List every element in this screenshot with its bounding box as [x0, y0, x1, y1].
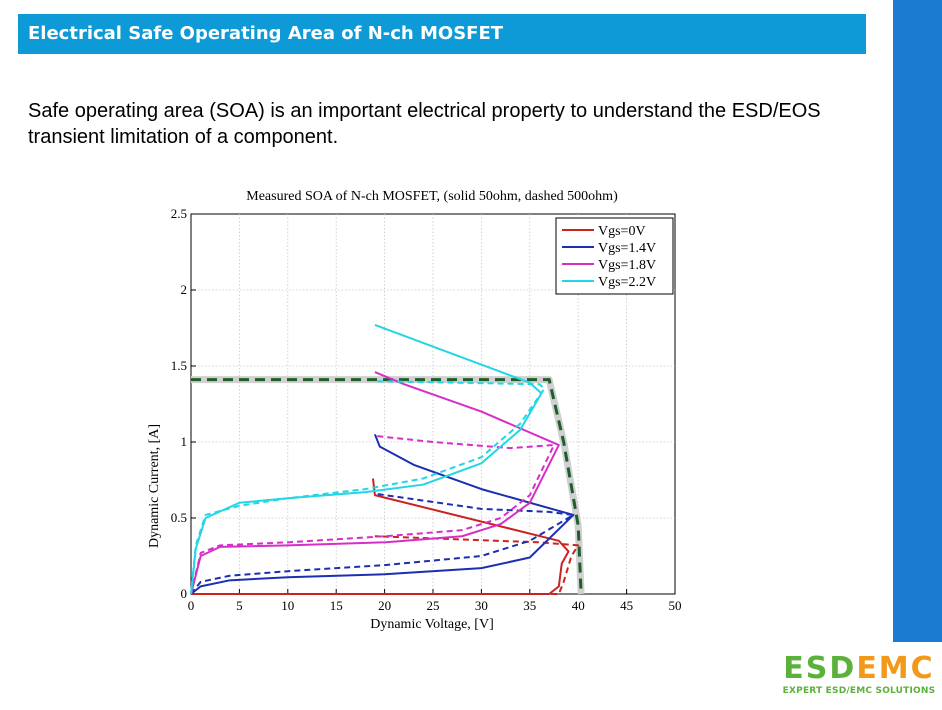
x-tick-label: 5 — [236, 598, 243, 613]
series-line-vgs-2-2v-dashed — [190, 380, 546, 595]
logo-wordmark: ESDEMC — [776, 652, 942, 686]
soa-boundary-line — [191, 378, 583, 595]
page-title: Electrical Safe Operating Area of N-ch M… — [18, 14, 866, 54]
intro-text: Safe operating area (SOA) is an importan… — [28, 100, 821, 148]
series-line-vgs-1-4v-dashed — [190, 492, 575, 595]
legend-label: Vgs=2.2V — [598, 275, 656, 290]
y-tick-label: 0 — [181, 586, 188, 601]
y-tick-label: 2.5 — [171, 206, 187, 221]
x-tick-label: 20 — [378, 598, 391, 613]
series-line-vgs-1-8v-solid — [190, 371, 560, 595]
logo-tagline: EXPERT ESD/EMC SOLUTIONS — [782, 686, 936, 696]
x-tick-label: 50 — [669, 598, 682, 613]
series-line-vgs-1-4v-solid — [190, 434, 575, 595]
legend-label: Vgs=1.4V — [598, 241, 656, 256]
side-accent-bar — [893, 0, 942, 642]
x-tick-label: 25 — [427, 598, 440, 613]
y-tick-label: 1.5 — [171, 358, 187, 373]
x-tick-label: 10 — [281, 598, 294, 613]
y-axis-label: Dynamic Current, [A] — [147, 424, 162, 548]
chart-title: Measured SOA of N-ch MOSFET, (solid 50oh… — [246, 189, 618, 204]
logo-right: EMC — [856, 651, 935, 686]
y-tick-label: 2 — [181, 282, 188, 297]
x-tick-label: 30 — [475, 598, 488, 613]
x-tick-label: 0 — [188, 598, 195, 613]
x-tick-label: 15 — [330, 598, 343, 613]
logo-left: ESD — [783, 651, 857, 686]
x-axis-label: Dynamic Voltage, [V] — [370, 617, 494, 632]
soa-chart: Measured SOA of N-ch MOSFET, (solid 50oh… — [147, 189, 682, 632]
x-tick-label: 40 — [572, 598, 585, 613]
esdemc-logo: ESDEMC EXPERT ESD/EMC SOLUTIONS — [776, 652, 942, 697]
x-tick-label: 45 — [620, 598, 633, 613]
legend-label: Vgs=1.8V — [598, 258, 656, 273]
y-tick-label: 0.5 — [171, 510, 187, 525]
x-tick-label: 35 — [523, 598, 536, 613]
series-lines — [190, 324, 585, 595]
series-line-vgs-1-8v-dashed — [190, 434, 555, 595]
legend: Vgs=0V Vgs=1.4V Vgs=1.8V Vgs=2.2V — [555, 217, 674, 295]
y-tick-label: 1 — [181, 434, 188, 449]
series-line-vgs-0v-solid — [191, 478, 570, 595]
legend-label: Vgs=0V — [598, 224, 646, 239]
tick-labels: 0 5 10 15 20 25 30 35 40 45 50 0 0.5 1 1.5 2 2.5 — [171, 206, 682, 613]
